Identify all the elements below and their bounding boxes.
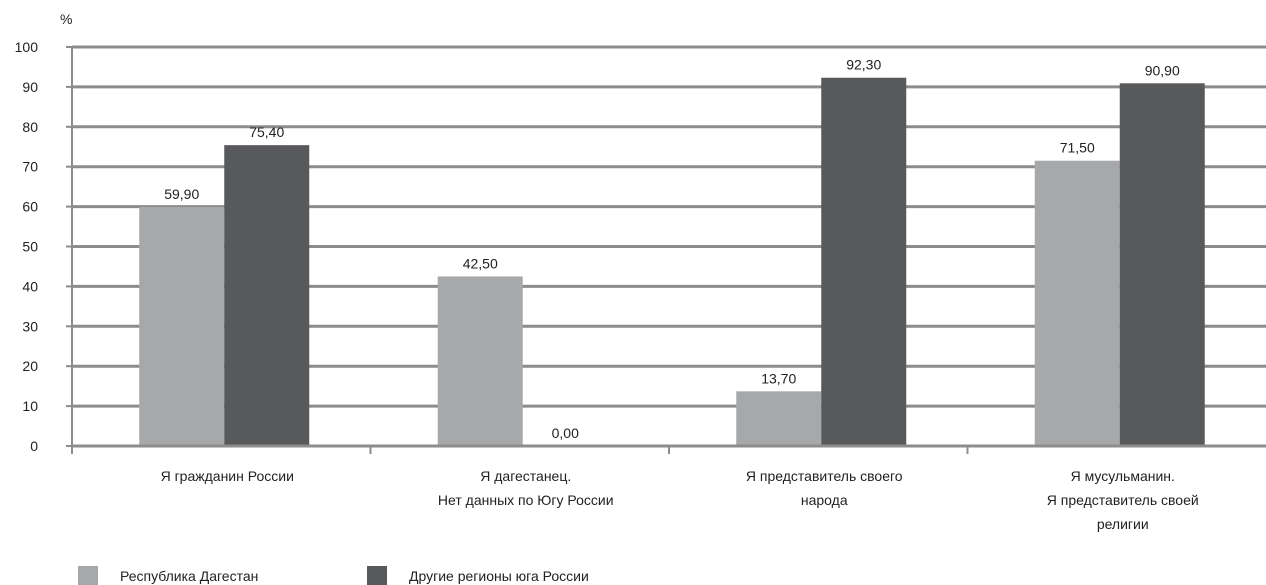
bar <box>736 391 822 446</box>
y-tick-label: 60 <box>22 199 38 215</box>
y-tick-label: 30 <box>22 318 38 334</box>
bar <box>1034 160 1120 446</box>
x-tick-label: Я мусульманин. <box>1071 468 1175 484</box>
legend-label: Другие регионы юга России <box>409 568 589 584</box>
x-tick-label: народа <box>801 492 848 508</box>
y-tick-label: 0 <box>30 438 38 454</box>
y-tick-label: 50 <box>22 239 38 255</box>
data-label: 75,40 <box>249 124 284 140</box>
data-label: 90,90 <box>1145 62 1180 78</box>
bar <box>437 276 523 446</box>
y-axis-unit-label: % <box>60 11 72 27</box>
legend-label: Республика Дагестан <box>120 568 258 584</box>
y-tick-label: 40 <box>22 278 38 294</box>
data-label: 42,50 <box>463 255 498 271</box>
y-tick-label: 100 <box>15 39 39 55</box>
bar <box>1119 83 1205 447</box>
data-label: 92,30 <box>846 57 881 73</box>
y-tick-label: 20 <box>22 358 38 374</box>
legend-swatch <box>367 566 387 585</box>
data-label: 13,70 <box>761 370 796 386</box>
y-tick-label: 10 <box>22 398 38 414</box>
data-labels: 59,90 75,40 42,50 0,00 13,70 92,30 71,50 90,90 <box>164 57 1180 441</box>
y-tick-label: 80 <box>22 119 38 135</box>
x-tick-label: Я дагестанец. <box>480 468 571 484</box>
x-tick-label: Я представитель своей <box>1047 492 1199 508</box>
axes: 0 10 20 30 40 50 60 70 80 90 100 <box>15 39 1266 454</box>
x-tick-label: Нет данных по Югу России <box>438 492 614 508</box>
category-labels: Я гражданин России Я дагестанец. Нет данны… <box>161 468 1199 532</box>
x-tick-label: Я представитель своего <box>746 468 903 484</box>
y-tick-label: 90 <box>22 79 38 95</box>
y-tick-label: 70 <box>22 159 38 175</box>
bars <box>139 77 1205 447</box>
data-label: 0,00 <box>552 425 579 441</box>
data-label: 71,50 <box>1060 140 1095 156</box>
bar <box>224 145 310 447</box>
data-label: 59,90 <box>164 186 199 202</box>
x-tick-label: Я гражданин России <box>161 468 294 484</box>
bar <box>821 77 907 447</box>
legend: Республика Дагестан Другие регионы юга Ро… <box>78 566 589 585</box>
x-tick-label: религии <box>1097 516 1149 532</box>
legend-swatch <box>78 566 98 585</box>
bar <box>139 206 225 446</box>
